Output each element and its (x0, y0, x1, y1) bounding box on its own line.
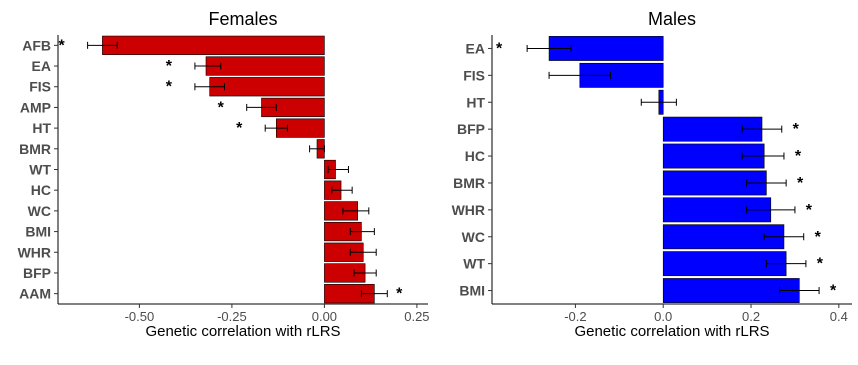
males-significance-marker: * (496, 40, 503, 57)
males-x-tick-label: 0.2 (742, 309, 760, 324)
females-category-label: AMP (20, 99, 51, 115)
males-x-tick-label: 0.4 (830, 309, 848, 324)
females-category-label: BMR (19, 141, 51, 157)
males-category-label: BFP (457, 121, 485, 137)
females-category-label: WC (28, 203, 51, 219)
males-category-label: HT (466, 94, 485, 110)
males-category-label: BMI (459, 283, 485, 299)
females-x-tick-label: 0.25 (404, 309, 429, 324)
males-panel-title: Males (648, 9, 696, 29)
males-x-axis-label: Genetic correlation with rLRS (574, 323, 769, 340)
males-significance-marker: * (806, 202, 813, 219)
females-category-label: AAM (19, 286, 51, 302)
males-significance-marker: * (817, 256, 824, 273)
females-category-label: BFP (23, 265, 51, 281)
males-category-label: BMR (453, 175, 485, 191)
males-significance-marker: * (797, 175, 804, 192)
females-significance-marker: * (166, 79, 173, 96)
females-panel-title: Females (208, 9, 277, 29)
males-category-label: WHR (452, 202, 485, 218)
females-significance-marker: * (396, 286, 403, 303)
females-x-axis-label: Genetic correlation with rLRS (145, 323, 340, 340)
males-bar-bmi (662, 278, 800, 303)
females-significance-marker: * (218, 99, 225, 116)
females-category-label: BMI (25, 224, 51, 240)
males-x-tick-label: 0.0 (654, 309, 672, 324)
females-significance-marker: * (166, 58, 173, 75)
females-category-label: AFB (22, 37, 51, 53)
males-category-label: FIS (463, 67, 485, 83)
females-x-tick-label: -0.50 (125, 309, 155, 324)
females-significance-marker: * (236, 120, 243, 137)
females-category-label: WHR (18, 244, 51, 260)
males-significance-marker: * (815, 229, 822, 246)
females-panel: Females Genetic correlation with rLRS -0… (18, 9, 430, 340)
females-category-label: EA (32, 58, 51, 74)
females-category-label: FIS (29, 79, 51, 95)
females-bar-fis (209, 77, 325, 97)
females-category-label: HT (32, 120, 51, 136)
males-bar-wt (662, 251, 787, 277)
females-category-label: HC (31, 182, 51, 198)
females-category-label: WT (29, 162, 51, 178)
females-significance-marker: * (58, 37, 65, 54)
females-x-tick-label: -0.25 (217, 309, 247, 324)
females-bar-ea (205, 56, 325, 76)
females-x-tick-label: 0.00 (312, 309, 337, 324)
males-significance-marker: * (793, 121, 800, 138)
males-category-label: WT (463, 256, 485, 272)
females-bar-afb (102, 35, 325, 55)
males-category-label: HC (465, 148, 485, 164)
males-category-label: WC (462, 229, 485, 245)
males-category-label: EA (466, 40, 485, 56)
males-significance-marker: * (795, 148, 802, 165)
males-x-tick-label: -0.2 (564, 309, 586, 324)
males-significance-marker: * (830, 283, 837, 300)
males-panel: Males Genetic correlation with rLRS -0.2… (452, 9, 852, 340)
